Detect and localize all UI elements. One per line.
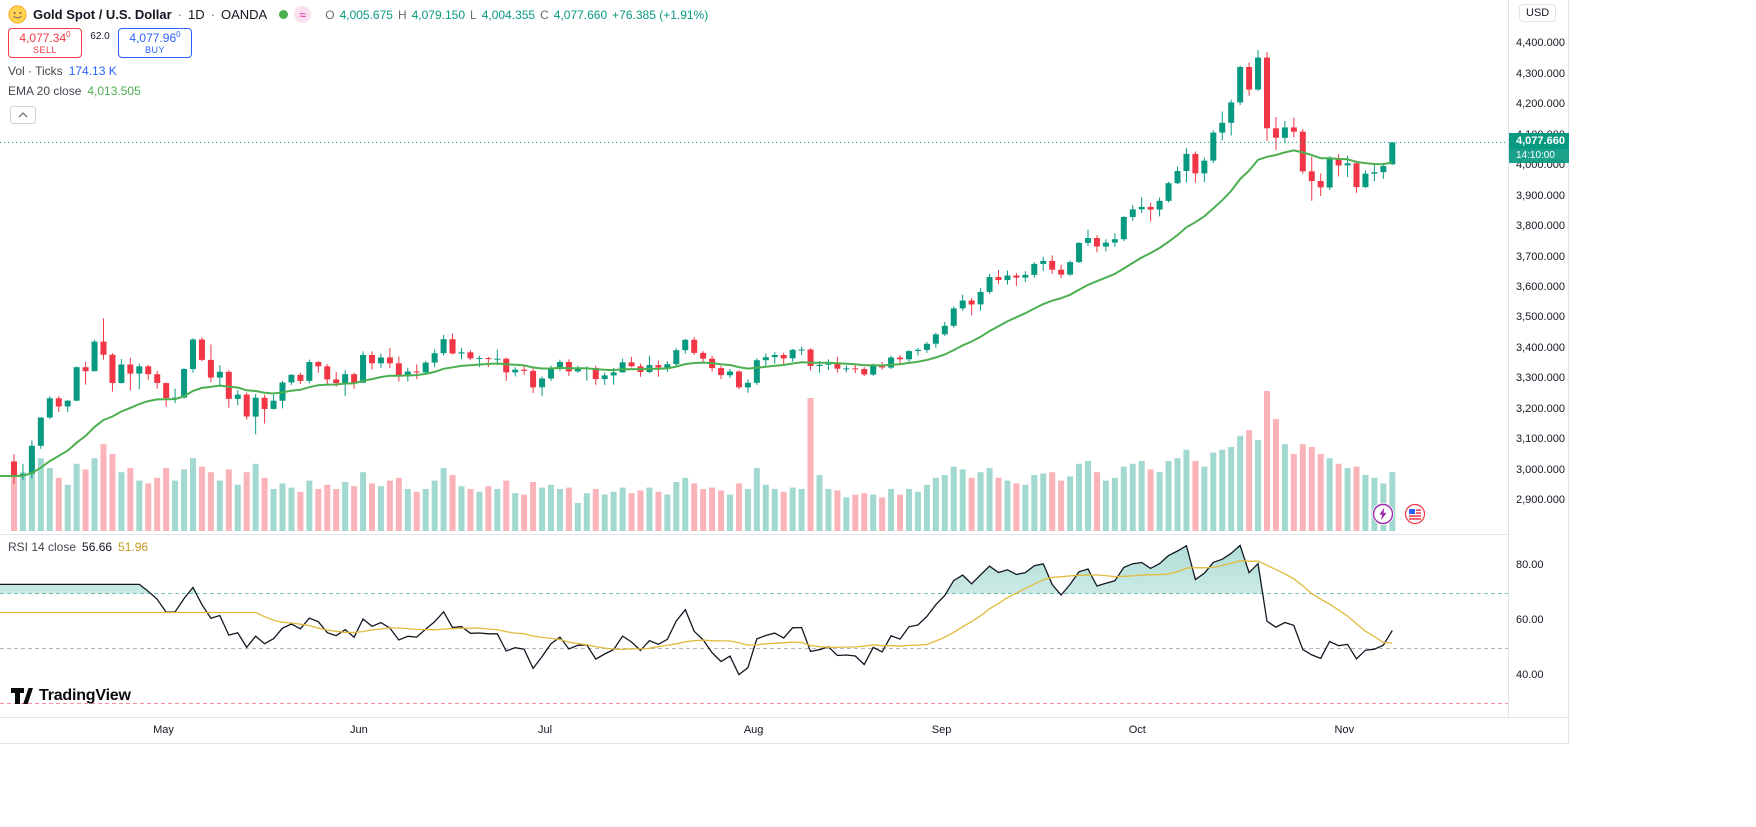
bar-countdown: 14:10:00 — [1509, 149, 1569, 164]
current-price-tag: 4,077.660 14:10:00 — [1509, 133, 1569, 164]
delayed-data-icon[interactable]: ≈ — [294, 6, 312, 23]
ema-legend-label: EMA 20 close — [8, 84, 82, 98]
separator-dot: · — [210, 7, 215, 22]
low-label: L — [470, 7, 477, 22]
volume-legend[interactable]: Vol · Ticks 174.13 K — [8, 64, 117, 78]
currency-button[interactable]: USD — [1519, 4, 1557, 22]
main-chart-canvas[interactable] — [0, 0, 1508, 533]
price-axis-label: 3,400.000 — [1516, 341, 1565, 354]
interval-label[interactable]: 1D — [188, 7, 205, 22]
change-value: +76.385 (+1.91%) — [612, 7, 709, 22]
volume-legend-label: Vol · Ticks — [8, 64, 63, 78]
price-axis-label: 4,300.000 — [1516, 67, 1565, 80]
rsi-line — [0, 544, 1393, 676]
spread-value: 62.0 — [90, 31, 110, 42]
right-empty-area — [1569, 0, 1756, 827]
us-flag-icon — [1404, 503, 1426, 525]
low-value: 4,004.355 — [481, 7, 536, 22]
time-axis-label: Jun — [350, 724, 368, 736]
high-label: H — [397, 7, 407, 22]
price-axis-label: 3,200.000 — [1516, 402, 1565, 415]
sell-button[interactable]: 4,077.340 SELL — [8, 28, 82, 58]
rsi-axis-label: 60.00 — [1516, 614, 1544, 626]
volume-bars — [11, 391, 1396, 531]
volume-legend-value: 174.13 K — [68, 64, 117, 78]
price-axis-label: 3,900.000 — [1516, 189, 1565, 202]
exchange-label: OANDA — [220, 7, 268, 22]
rsi-axis-label: 80.00 — [1516, 559, 1544, 571]
axis-right-border — [1568, 0, 1569, 743]
time-axis-label: Aug — [743, 724, 764, 736]
price-axis-label: 3,600.000 — [1516, 280, 1565, 293]
ema-legend[interactable]: EMA 20 close 4,013.505 — [8, 84, 141, 98]
price-axis-label: 3,800.000 — [1516, 220, 1565, 233]
buy-price: 4,077.960 — [129, 30, 181, 45]
price-axis-label: 3,700.000 — [1516, 250, 1565, 263]
open-value: 4,005.675 — [339, 7, 393, 22]
buy-label: BUY — [144, 45, 165, 55]
price-axis-label: 3,100.000 — [1516, 433, 1565, 446]
price-axis-label: 3,500.000 — [1516, 311, 1565, 324]
price-axis-label: 2,900.000 — [1516, 494, 1565, 507]
tradingview-logo-text: TradingView — [39, 686, 131, 704]
buy-button[interactable]: 4,077.960 BUY — [118, 28, 192, 58]
time-axis-label: Jul — [538, 724, 553, 736]
trade-panel: 4,077.340 SELL 62.0 4,077.960 BUY — [8, 28, 192, 58]
price-axis[interactable]: USD 4,077.660 14:10:00 4,400.000 4,300.00… — [1508, 0, 1569, 717]
time-axis[interactable]: May Jun Jul Aug Sep Oct Nov — [0, 717, 1568, 744]
rsi-legend-label: RSI 14 close — [8, 540, 77, 554]
widget-bottom-border — [0, 743, 1568, 744]
rsi-pane-canvas[interactable] — [0, 535, 1508, 717]
close-value: 4,077.660 — [553, 7, 608, 22]
close-label: C — [540, 7, 549, 22]
time-axis-label: Oct — [1128, 724, 1146, 736]
instant-order-button[interactable] — [1372, 503, 1394, 525]
rsi-axis-label: 40.00 — [1516, 669, 1544, 681]
ohlc-readout: O 4,005.675 H 4,079.150 L 4,004.355 C 4,… — [325, 8, 708, 22]
current-price-value: 4,077.660 — [1509, 133, 1569, 150]
time-axis-label: Nov — [1334, 724, 1355, 736]
chart-plot-area: Gold Spot / U.S. Dollar · 1D · OANDA ≈ O… — [0, 0, 1568, 744]
symbol-header: Gold Spot / U.S. Dollar · 1D · OANDA ≈ O… — [8, 5, 708, 24]
price-axis-label: 3,000.000 — [1516, 463, 1565, 476]
candlesticks — [11, 50, 1396, 484]
price-axis-label: 4,200.000 — [1516, 98, 1565, 111]
rsi-overbought-fill — [0, 545, 1393, 594]
price-axis-label: 3,300.000 — [1516, 372, 1565, 385]
rsi-legend-value: 56.66 — [82, 540, 113, 554]
rsi-legend[interactable]: RSI 14 close 56.66 51.96 — [8, 540, 148, 554]
symbol-title[interactable]: Gold Spot / U.S. Dollar — [33, 7, 172, 22]
time-axis-label: May — [153, 724, 174, 736]
rsi-ma-legend-value: 51.96 — [118, 540, 149, 554]
ema-line — [0, 149, 1393, 477]
gold-coin-icon — [8, 5, 27, 24]
collapse-legend-button[interactable] — [10, 106, 36, 124]
sell-label: SELL — [32, 45, 58, 55]
time-axis-label: Sep — [931, 724, 952, 736]
pane-separator[interactable] — [0, 534, 1568, 535]
lightning-icon — [1372, 503, 1394, 525]
ema-legend-value: 4,013.505 — [87, 84, 141, 98]
price-axis-label: 4,400.000 — [1516, 37, 1565, 50]
open-label: O — [325, 7, 335, 22]
rsi-ma-line — [0, 560, 1393, 651]
chevron-up-icon — [18, 112, 28, 118]
tradingview-logo[interactable]: TradingView — [10, 686, 131, 705]
market-status-icon — [279, 10, 289, 19]
economic-events-button[interactable] — [1404, 503, 1426, 525]
high-value: 4,079.150 — [411, 7, 466, 22]
sell-price: 4,077.340 — [19, 30, 71, 45]
separator-dot: · — [177, 7, 183, 22]
tradingview-mark-icon — [11, 688, 33, 704]
